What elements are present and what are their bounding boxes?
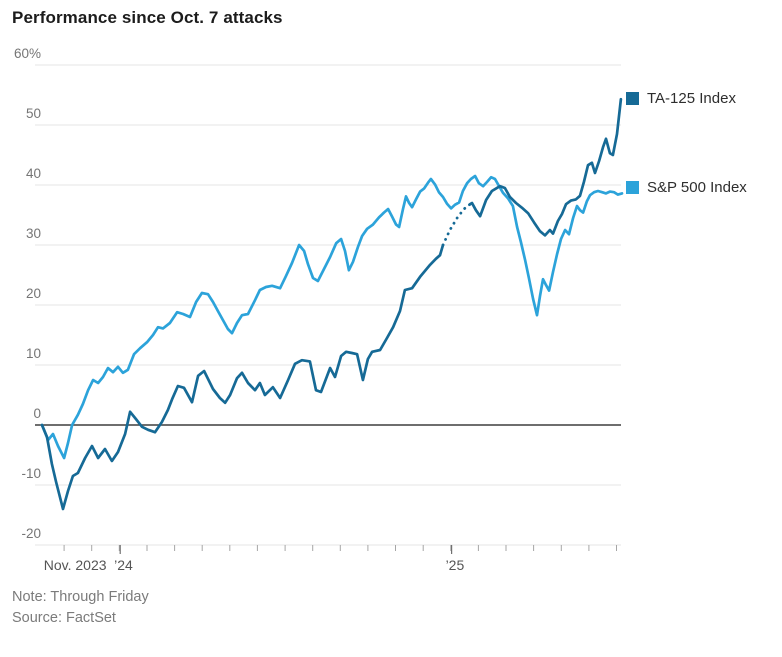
sp500-legend-swatch: [626, 181, 639, 194]
y-tick-label: 40: [25, 166, 41, 181]
y-tick-label: -20: [21, 526, 41, 541]
legend-item-ta125: TA-125 Index: [626, 90, 736, 107]
y-tick-label: 30: [25, 226, 41, 241]
ta125-legend-label: TA-125 Index: [647, 90, 736, 107]
y-tick-label: -10: [21, 466, 41, 481]
note-text: Note: Through Friday: [12, 589, 149, 605]
x-axis-label: ’25: [445, 557, 465, 573]
sp500-line: [40, 174, 624, 460]
y-tick-label: 50: [25, 106, 41, 121]
x-axis-label: Nov. 2023: [43, 557, 107, 573]
ta125-line-end: [468, 97, 623, 237]
ta125-legend-swatch: [626, 92, 639, 105]
legend-item-sp500: S&P 500 Index: [626, 179, 747, 196]
x-axis-label: ’24: [114, 557, 133, 573]
y-tick-label: 20: [25, 286, 41, 301]
y-tick-label: 60%: [13, 46, 41, 61]
sp500-legend-label: S&P 500 Index: [647, 179, 747, 196]
y-tick-label: 10: [25, 346, 41, 361]
ta125-line: [40, 243, 445, 511]
source-text: Source: FactSet: [12, 610, 116, 626]
ta125-dotted-segment: [441, 202, 472, 247]
chart-title: Performance since Oct. 7 attacks: [12, 8, 283, 27]
y-tick-label: 0: [33, 406, 41, 421]
